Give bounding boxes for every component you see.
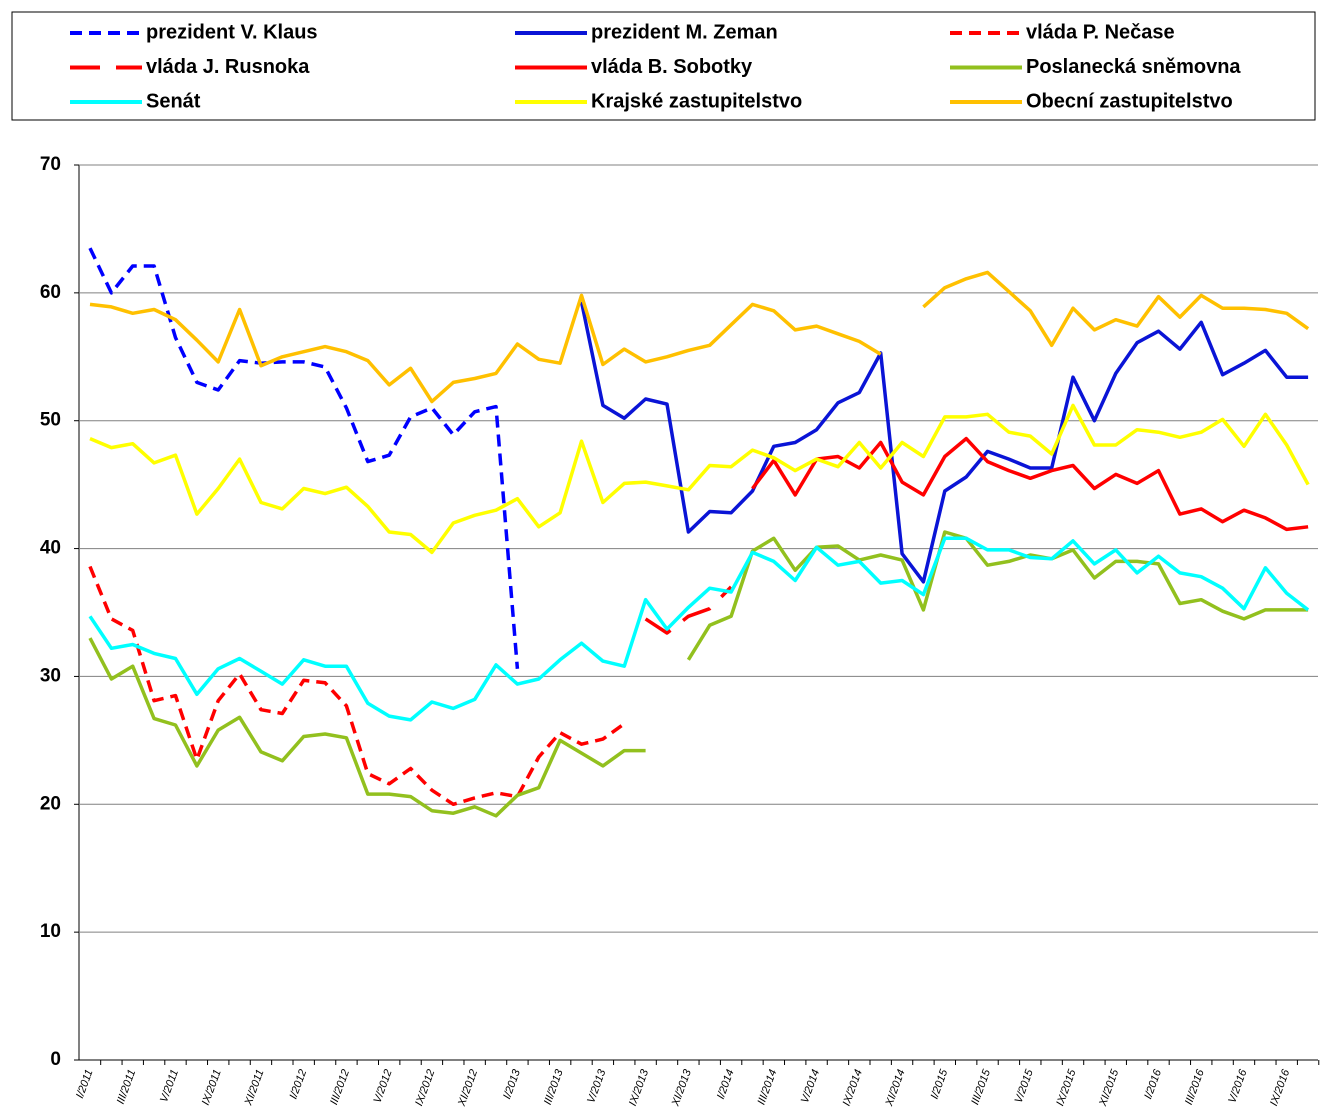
legend-label: Krajské zastupitelstvo <box>591 90 802 112</box>
y-tick-label: 50 <box>40 410 61 431</box>
x-tick-label: IX/2011 <box>200 1068 224 1107</box>
x-tick-label: XI/2014 <box>883 1068 908 1109</box>
series-line <box>88 247 520 669</box>
x-tick-label: XI/2012 <box>456 1068 481 1109</box>
x-tick-label: III/2012 <box>328 1068 352 1107</box>
x-tick-label: IX/2015 <box>1054 1067 1079 1108</box>
series-line <box>644 585 733 635</box>
x-tick-label: V/2015 <box>1013 1067 1037 1105</box>
series-line <box>89 403 1310 555</box>
x-tick-label: I/2012 <box>288 1068 310 1101</box>
y-tick-label: 40 <box>40 538 61 559</box>
legend-label: Poslanecká sněmovna <box>1026 56 1241 78</box>
x-tick-label: V/2011 <box>158 1068 181 1104</box>
x-tick-label: XI/2015 <box>1097 1067 1122 1109</box>
series-line <box>579 301 1309 584</box>
x-tick-label: I/2014 <box>715 1068 737 1101</box>
legend-label: Obecní zastupitelstvo <box>1026 90 1233 112</box>
y-tick-label: 60 <box>40 282 61 303</box>
x-tick-label: IX/2014 <box>841 1068 865 1108</box>
x-tick-label: I/2011 <box>74 1068 95 1100</box>
legend-label: Senát <box>146 90 201 112</box>
x-tick-label: I/2015 <box>929 1067 951 1101</box>
x-tick-label: III/2014 <box>756 1068 780 1107</box>
legend-box <box>11 11 1316 121</box>
legend-label: prezident V. Klaus <box>146 21 318 43</box>
series-line <box>89 270 1310 404</box>
x-tick-label: XI/2011 <box>242 1068 266 1108</box>
legend-label: vláda J. Rusnoka <box>146 56 310 78</box>
x-tick-label: V/2012 <box>372 1068 395 1105</box>
x-tick-label: V/2014 <box>799 1068 822 1105</box>
x-tick-label: V/2013 <box>585 1067 609 1105</box>
legend-label: vláda B. Sobotky <box>591 56 753 78</box>
x-tick-label: I/2013 <box>501 1067 523 1101</box>
legend-label: vláda P. Nečase <box>1026 21 1175 43</box>
x-tick-label: III/2015 <box>969 1067 993 1106</box>
x-tick-label: III/2016 <box>1183 1067 1207 1106</box>
legend-label: prezident M. Zeman <box>591 21 778 43</box>
y-tick-label: 10 <box>40 921 61 942</box>
y-tick-label: 30 <box>40 665 61 686</box>
x-tick-label: XI/2013 <box>669 1067 694 1109</box>
x-tick-label: V/2016 <box>1226 1067 1250 1105</box>
series-line <box>751 436 1309 532</box>
y-tick-label: 0 <box>50 1049 61 1070</box>
x-tick-label: III/2013 <box>542 1067 566 1106</box>
series-line <box>88 530 1309 818</box>
y-tick-label: 70 <box>40 154 61 175</box>
series-line <box>88 536 1310 722</box>
x-tick-label: III/2011 <box>115 1068 139 1106</box>
x-tick-label: IX/2013 <box>627 1067 652 1108</box>
x-tick-label: I/2016 <box>1142 1067 1164 1101</box>
x-tick-label: IX/2012 <box>413 1068 437 1108</box>
y-tick-label: 20 <box>40 793 61 814</box>
x-tick-label: IX/2016 <box>1268 1067 1293 1108</box>
